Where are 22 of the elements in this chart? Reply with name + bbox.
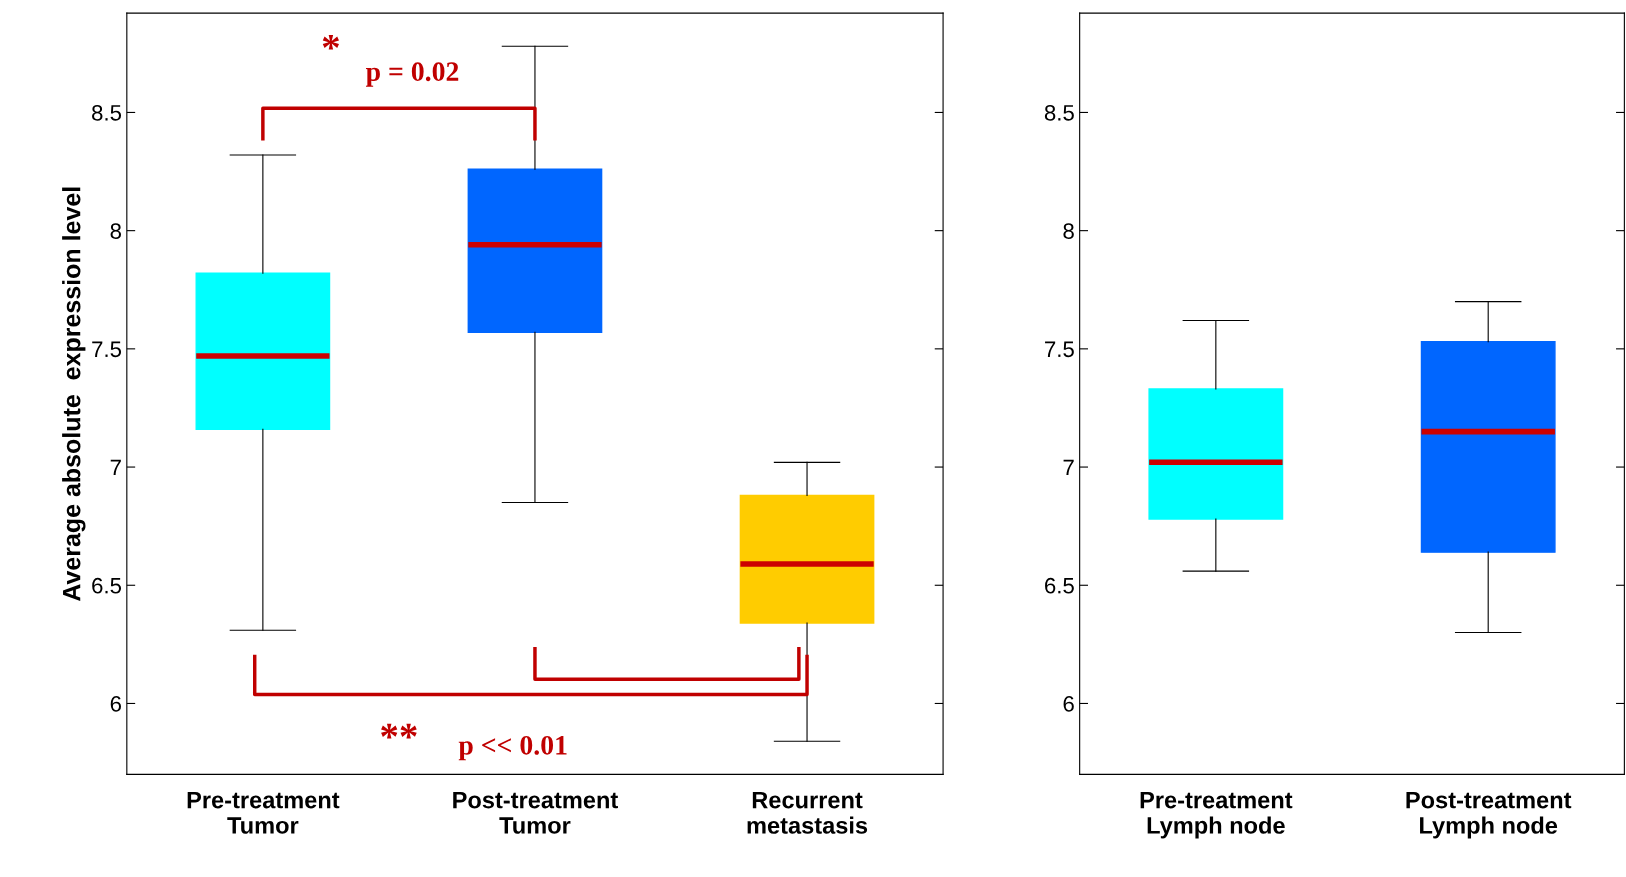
x-tick-label: Recurrent metastasis	[747, 791, 868, 834]
y-tick-label: 7.5	[92, 341, 122, 358]
y-tick-label: 6.5	[1045, 577, 1074, 594]
x-tick-label: Post-treatment Lymph node	[1406, 791, 1572, 839]
annotation: **	[381, 723, 417, 739]
y-tick-label: 6	[1063, 696, 1074, 712]
y-tick-label: 7	[1063, 459, 1074, 476]
annotation: *	[322, 34, 339, 50]
y-tick-label: 7.5	[1045, 341, 1074, 358]
y-tick-label: 8	[110, 223, 121, 239]
annotation: p = 0.02	[365, 62, 459, 87]
y-tick-label: 7	[110, 459, 121, 476]
x-tick-label: Pre-treatment Lymph node	[1140, 791, 1293, 839]
x-tick-label: Post-treatment Tumor	[453, 791, 618, 834]
y-tick-label: 6.5	[92, 577, 122, 594]
y-tick-label: 8.5	[1044, 104, 1074, 121]
y-axis-title: Average absolute expression level	[62, 187, 86, 602]
y-tick-label: 8	[1063, 223, 1074, 239]
x-tick-label: Pre-treatment Tumor	[187, 791, 340, 834]
y-tick-label: 6	[110, 696, 121, 712]
annotation: p << 0.01	[458, 735, 567, 761]
y-tick-label: 8.5	[92, 104, 122, 121]
